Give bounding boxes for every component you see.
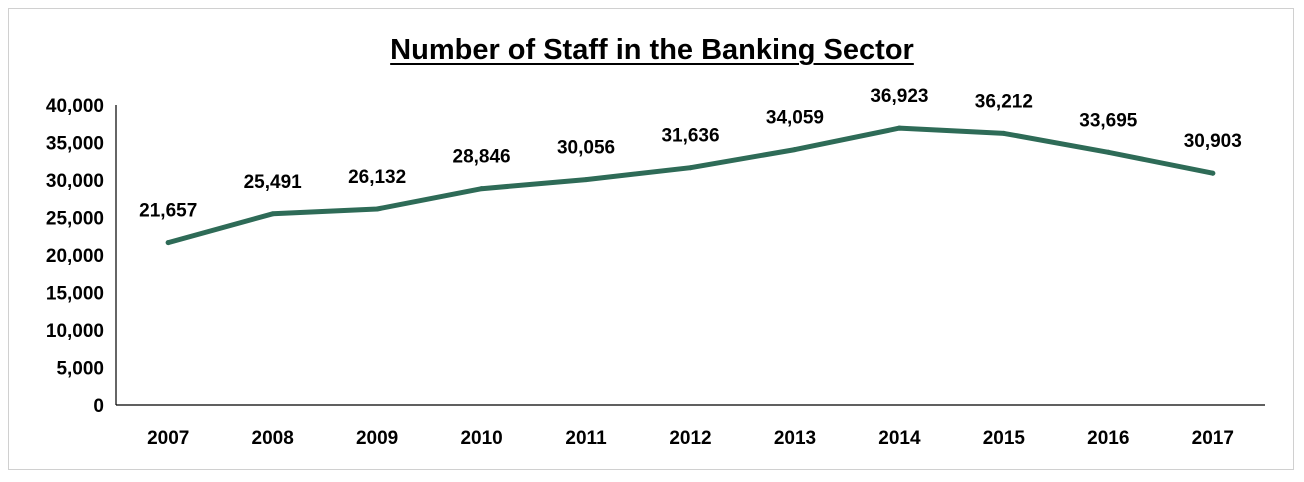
x-tick-label: 2013 — [774, 428, 816, 449]
y-tick-label: 5,000 — [56, 359, 104, 380]
y-tick-label: 25,000 — [46, 209, 104, 230]
data-label: 34,059 — [766, 108, 824, 129]
data-point — [270, 211, 276, 217]
x-tick-label: 2007 — [147, 428, 189, 449]
y-tick-label: 15,000 — [46, 284, 104, 305]
data-label: 21,657 — [139, 201, 197, 222]
x-tick-label: 2015 — [983, 428, 1026, 449]
y-tick-label: 40,000 — [46, 96, 104, 117]
data-point — [792, 147, 798, 153]
data-point — [896, 125, 902, 131]
data-label: 30,903 — [1184, 131, 1242, 152]
x-tick-label: 2009 — [356, 428, 398, 449]
data-point — [688, 165, 693, 171]
y-tick-label: 35,000 — [46, 134, 104, 155]
x-tick-label: 2012 — [669, 428, 711, 449]
series-layer — [165, 125, 1216, 246]
chart-title: Number of Staff in the Banking Sector — [390, 34, 914, 66]
chart-frame — [8, 8, 1294, 470]
y-tick-label: 20,000 — [46, 246, 104, 267]
y-axis-ticks: 0 5,000 10,000 15,000 20,000 25,000 30,000 35,0… — [46, 96, 104, 417]
y-tick-label: 30,000 — [46, 171, 104, 192]
x-tick-label: 2014 — [878, 428, 921, 449]
x-tick-label: 2010 — [460, 428, 502, 449]
y-tick-label: 0 — [93, 396, 104, 417]
data-label: 31,636 — [661, 126, 719, 147]
data-point — [1001, 130, 1007, 136]
x-tick-label: 2008 — [252, 428, 294, 449]
data-point — [374, 206, 380, 212]
data-label: 30,056 — [557, 138, 615, 159]
data-point — [165, 240, 171, 246]
data-labels: 21,657 25,491 26,132 28,846 30,056 31,636 34,0… — [139, 86, 1242, 221]
data-point — [1210, 170, 1216, 176]
data-point — [479, 186, 485, 192]
data-label: 28,846 — [453, 147, 511, 168]
data-point — [583, 177, 589, 183]
data-label: 33,695 — [1079, 110, 1138, 131]
data-label: 36,923 — [870, 86, 928, 107]
data-label: 26,132 — [348, 167, 406, 188]
x-axis-ticks: 2007 2008 2009 2010 2011 2012 2013 2014 2015 2016… — [147, 428, 1234, 449]
y-tick-label: 10,000 — [46, 321, 104, 342]
x-tick-label: 2011 — [565, 428, 607, 449]
x-tick-label: 2016 — [1087, 428, 1129, 449]
data-point — [1105, 149, 1111, 155]
data-label: 25,491 — [244, 172, 303, 193]
data-label: 36,212 — [975, 91, 1033, 112]
x-tick-label: 2017 — [1192, 428, 1234, 449]
